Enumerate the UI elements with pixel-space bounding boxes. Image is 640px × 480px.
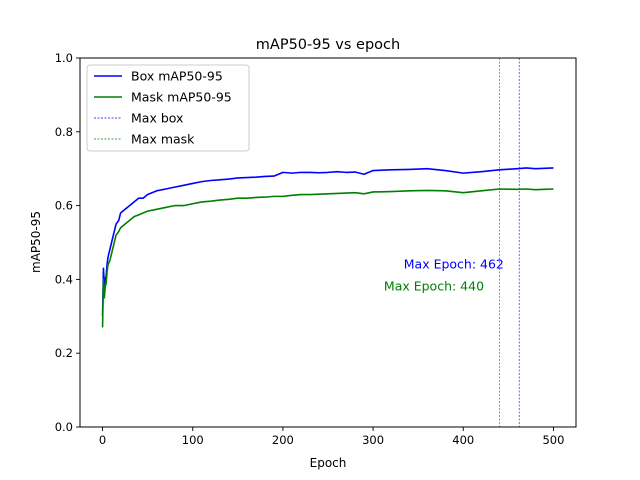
y-tick-label: 0.0 [55, 420, 73, 434]
legend-label-max-box: Max box [131, 111, 183, 126]
x-tick-label: 100 [182, 433, 204, 447]
y-tick-label: 0.6 [55, 199, 73, 213]
annotations: Max Epoch: 462 Max Epoch: 440 [384, 256, 504, 293]
x-tick-label: 400 [452, 433, 474, 447]
x-tick-label: 500 [542, 433, 564, 447]
series-line-box [101, 167, 554, 317]
annotation-max-box: Max Epoch: 462 [404, 256, 504, 271]
legend-label-mask: Mask mAP50-95 [131, 90, 232, 105]
legend-label-box: Box mAP50-95 [131, 69, 223, 84]
series-line-mask [101, 188, 554, 328]
y-tick-label: 0.8 [55, 125, 73, 139]
legend-label-max-mask: Max mask [131, 132, 195, 147]
legend: Box mAP50-95 Mask mAP50-95 Max box Max mask [86, 64, 250, 152]
y-tick-label: 0.4 [55, 272, 73, 286]
annotation-max-mask: Max Epoch: 440 [384, 278, 484, 293]
axes-frame [79, 57, 577, 428]
x-tick-label: 0 [99, 433, 106, 447]
plot-area [101, 58, 554, 427]
y-tick-label: 1.0 [55, 51, 73, 65]
y-axis-label: mAP50-95 [29, 211, 43, 273]
x-tick-label: 300 [362, 433, 384, 447]
x-axis-label: Epoch [310, 456, 347, 470]
axis-ticks: 0 100 200 300 400 500 0.0 0.2 0.4 0.6 0.8 1.0 [55, 51, 565, 447]
chart-title: mAP50-95 vs epoch [256, 37, 400, 53]
x-tick-label: 200 [272, 433, 294, 447]
legend-box [86, 64, 250, 152]
y-tick-label: 0.2 [55, 346, 73, 360]
